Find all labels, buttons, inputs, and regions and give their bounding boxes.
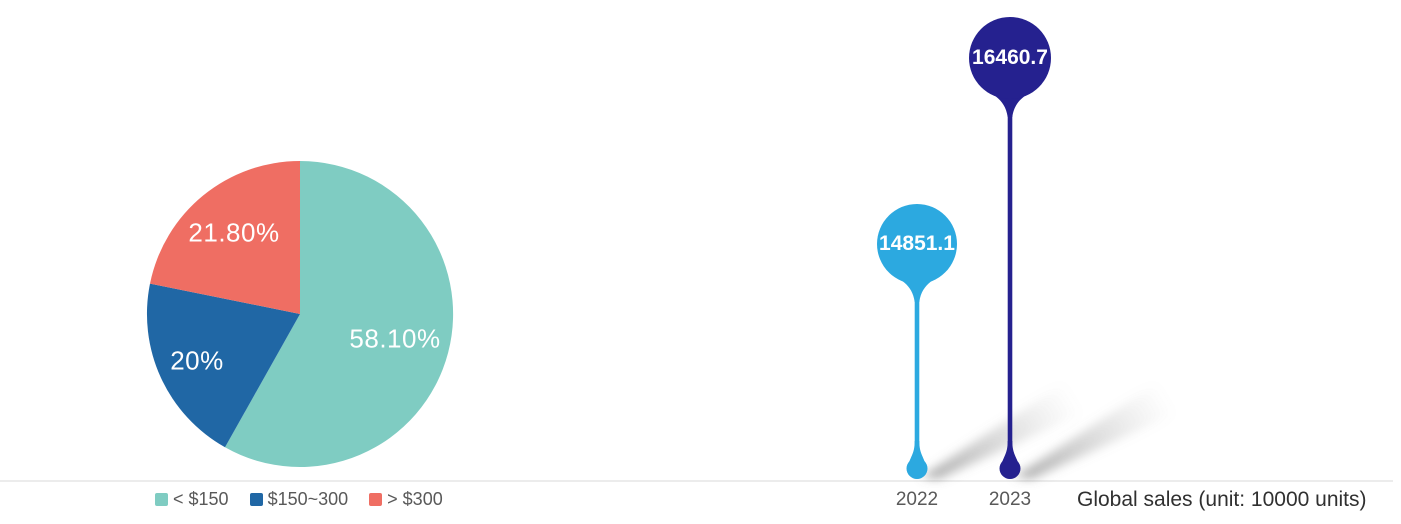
legend-swatch-icon	[249, 492, 263, 506]
x-tick-2022: 2022	[895, 489, 939, 510]
legend-label: > $300	[387, 489, 443, 509]
balloon-2023[interactable]	[969, 17, 1178, 479]
x-tick-2023: 2023	[988, 489, 1032, 510]
pie-slice-0[interactable]	[225, 160, 454, 467]
legend-item-150-300[interactable]: $150~300	[249, 489, 349, 509]
balloon-value-label-2022: 14851.1	[879, 232, 955, 255]
legend-label: $150~300	[267, 489, 349, 509]
pie-value-label-gt-300: 21.80%	[188, 217, 280, 248]
bulb	[999, 458, 1021, 479]
balloon-value-label-2023: 16460.7	[972, 46, 1048, 69]
legend-item-lt-150[interactable]: < $150	[155, 490, 229, 508]
pie-value-label-150-300: 20%	[170, 345, 224, 376]
balloon-body[interactable]	[969, 17, 1051, 99]
legend-swatch-icon	[155, 492, 168, 506]
pie-legend: < $150 $150~300 > $300	[155, 490, 443, 508]
balloon-body[interactable]	[877, 204, 957, 284]
legend-swatch-icon	[369, 492, 383, 506]
balloon-2022[interactable]	[877, 204, 1085, 479]
balloon-shadow	[921, 384, 1085, 479]
legend-item-gt-300[interactable]: > $300	[369, 490, 443, 508]
pie-slice-1[interactable]	[146, 283, 300, 448]
pie-slice-2[interactable]	[150, 160, 300, 314]
balloon-shadow	[1014, 384, 1178, 479]
x-axis-title: Global sales (unit: 10000 units)	[1077, 488, 1367, 511]
bulb	[906, 458, 928, 479]
legend-label: < $150	[173, 489, 229, 509]
pie-value-label-lt-150: 58.10%	[349, 323, 441, 354]
